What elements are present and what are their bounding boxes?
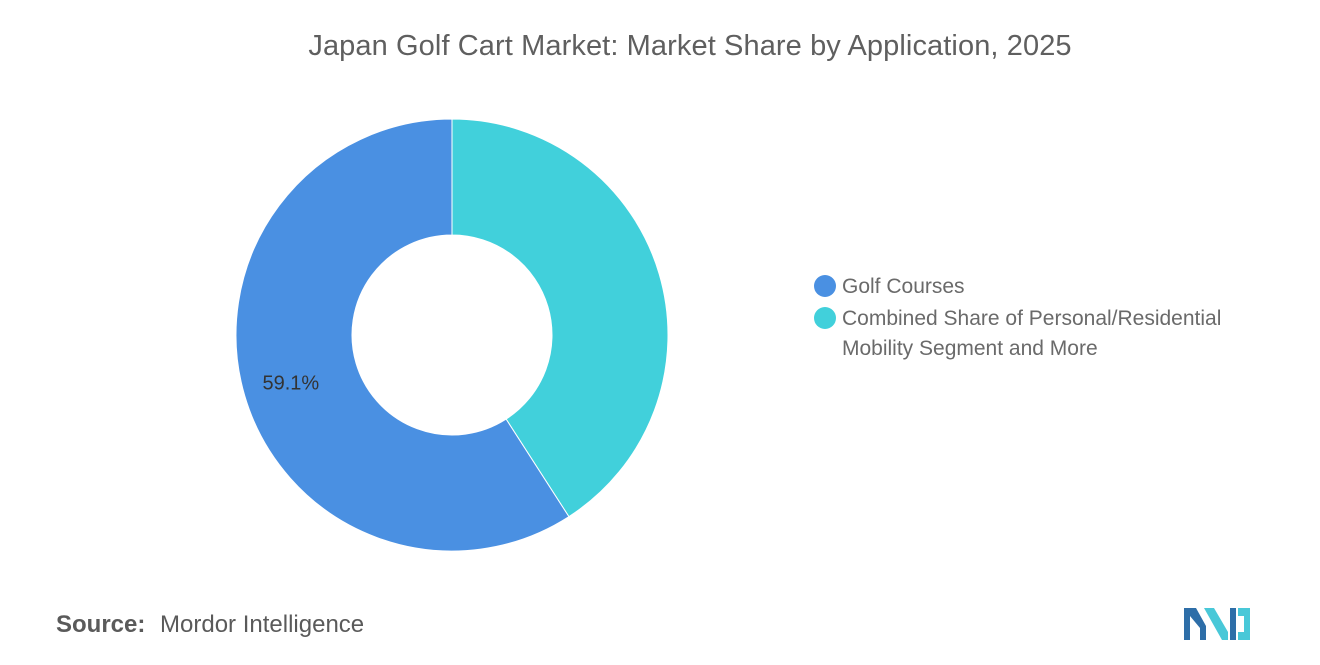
legend-swatch-combined bbox=[814, 307, 836, 329]
chart-legend: Golf Courses Combined Share of Personal/… bbox=[814, 272, 1284, 366]
chart-title: Japan Golf Cart Market: Market Share by … bbox=[308, 30, 1072, 62]
source-value: Mordor Intelligence bbox=[160, 611, 365, 638]
legend-swatch-golf-courses bbox=[814, 275, 836, 297]
source-note: Source: Mordor Intelligence bbox=[56, 611, 364, 639]
mordor-intelligence-logo-icon bbox=[1184, 608, 1250, 640]
legend-item-golf-courses: Golf Courses bbox=[814, 272, 1284, 302]
donut-slice-label-golf-courses: 59.1% bbox=[262, 372, 319, 394]
donut-slices bbox=[235, 118, 669, 552]
legend-label-golf-courses: Golf Courses bbox=[842, 275, 965, 298]
source-label: Source: bbox=[56, 611, 146, 638]
donut-slice-labels: 59.1% bbox=[262, 372, 319, 394]
legend-label-combined-line2: Mobility Segment and More bbox=[842, 337, 1098, 360]
donut-slice-golf-courses bbox=[235, 118, 570, 552]
legend-label-combined-line1: Combined Share of Personal/Residential bbox=[842, 307, 1222, 330]
legend-item-combined: Combined Share of Personal/Residential M… bbox=[814, 304, 1284, 364]
donut-slice-combined bbox=[451, 118, 669, 518]
